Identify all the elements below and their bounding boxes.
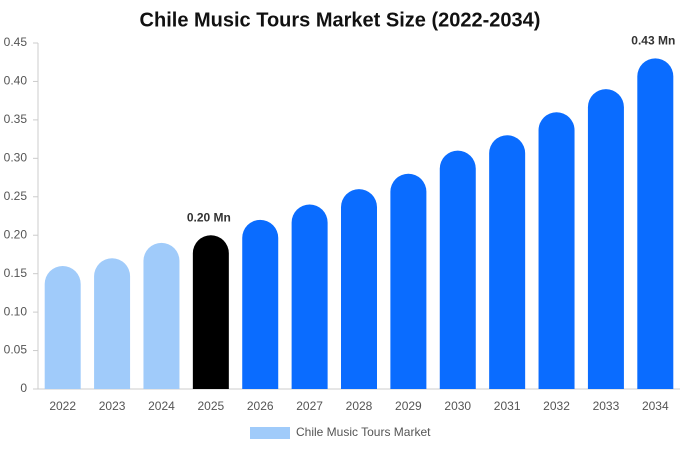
x-tick-label: 2024 bbox=[148, 399, 175, 413]
y-tick-label: 0.20 bbox=[4, 227, 28, 241]
y-tick-label: 0.30 bbox=[4, 151, 28, 165]
y-tick-label: 0 bbox=[20, 381, 27, 395]
x-tick-label: 2028 bbox=[346, 399, 373, 413]
bar bbox=[94, 258, 131, 389]
legend-label: Chile Music Tours Market bbox=[296, 425, 431, 439]
y-tick-label: 0.45 bbox=[4, 35, 28, 49]
y-tick-label: 0.15 bbox=[4, 266, 28, 280]
x-tick-label: 2027 bbox=[296, 399, 323, 413]
y-tick-label: 0.10 bbox=[4, 304, 28, 318]
value-label: 0.20 Mn bbox=[187, 210, 231, 224]
bar bbox=[538, 112, 575, 389]
bar bbox=[341, 189, 377, 389]
y-tick-label: 0.40 bbox=[4, 74, 28, 88]
x-tick-label: 2034 bbox=[642, 399, 669, 413]
x-tick-label: 2022 bbox=[49, 399, 76, 413]
value-label: 0.43 Mn bbox=[631, 34, 675, 48]
legend-swatch bbox=[250, 427, 290, 439]
bar bbox=[192, 235, 229, 389]
bar bbox=[291, 204, 328, 389]
x-tick-label: 2031 bbox=[494, 399, 521, 413]
x-tick-label: 2023 bbox=[99, 399, 126, 413]
bar bbox=[143, 242, 180, 389]
bar bbox=[637, 58, 674, 389]
bar bbox=[489, 135, 526, 389]
y-tick-label: 0.25 bbox=[4, 189, 28, 203]
bar bbox=[242, 219, 279, 389]
x-tick-label: 2026 bbox=[247, 399, 274, 413]
bar bbox=[44, 265, 81, 389]
bar bbox=[439, 150, 476, 389]
x-tick-label: 2032 bbox=[543, 399, 570, 413]
bar bbox=[587, 89, 624, 389]
x-tick-label: 2029 bbox=[395, 399, 422, 413]
x-tick-label: 2033 bbox=[593, 399, 620, 413]
x-tick-label: 2030 bbox=[444, 399, 471, 413]
x-tick-label: 2025 bbox=[197, 399, 224, 413]
y-tick-label: 0.35 bbox=[4, 112, 28, 126]
y-tick-label: 0.05 bbox=[4, 343, 28, 357]
bar bbox=[390, 173, 427, 389]
chart-title: Chile Music Tours Market Size (2022-2034… bbox=[140, 9, 541, 31]
